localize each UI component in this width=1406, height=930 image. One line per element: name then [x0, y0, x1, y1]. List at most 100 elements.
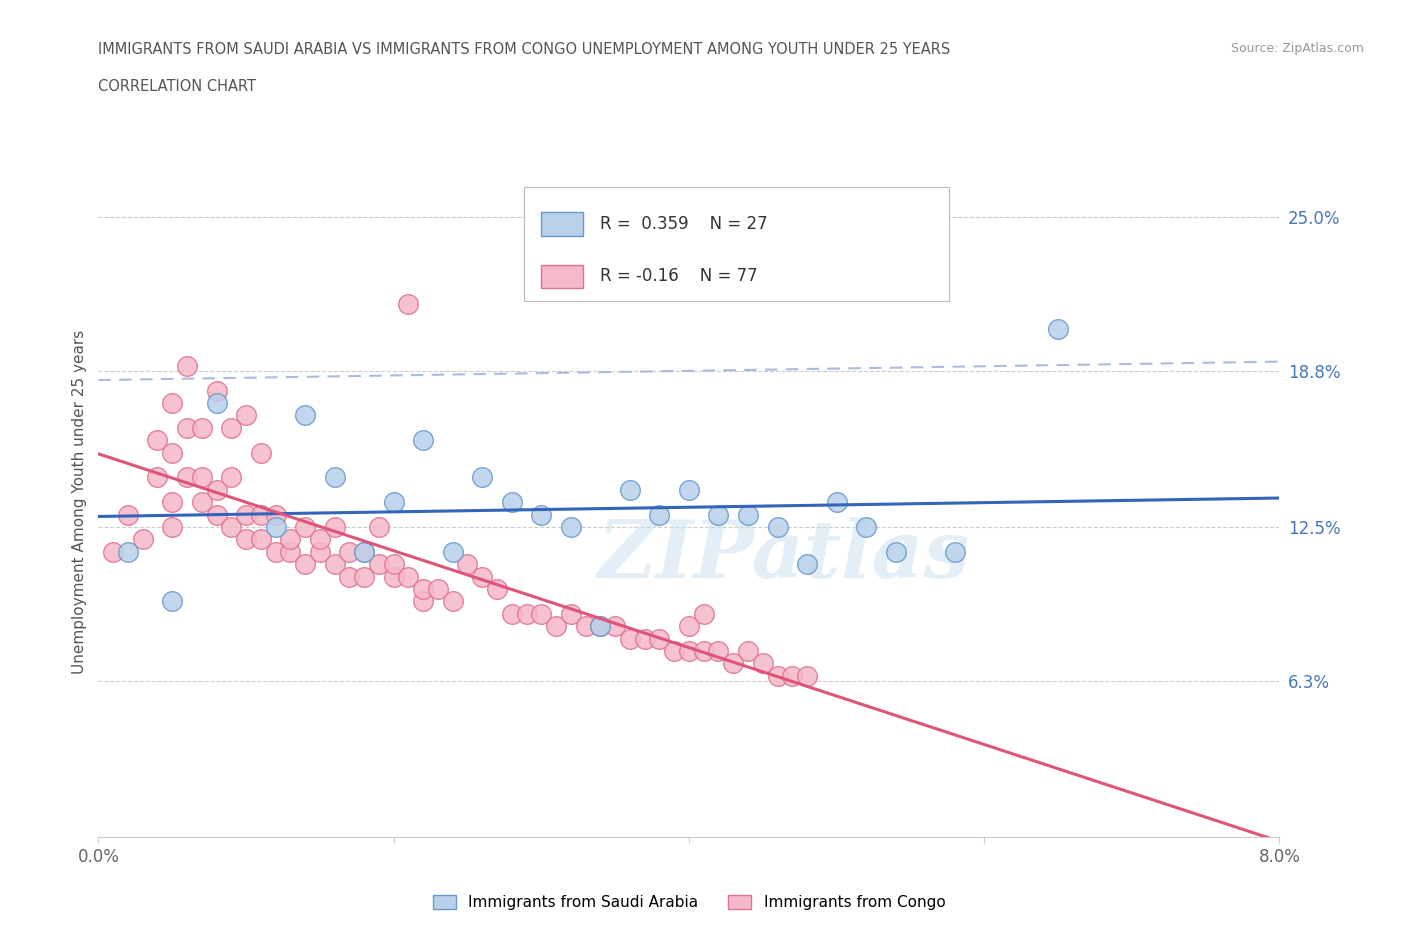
- Point: [441, 544, 464, 559]
- Point: [693, 644, 716, 658]
- Point: [530, 606, 553, 621]
- Point: [589, 618, 612, 633]
- Text: ZIPatlas: ZIPatlas: [598, 517, 970, 594]
- Point: [191, 420, 214, 435]
- Point: [191, 495, 214, 510]
- Y-axis label: Unemployment Among Youth under 25 years: Unemployment Among Youth under 25 years: [72, 330, 87, 674]
- Point: [323, 557, 346, 572]
- Point: [796, 669, 818, 684]
- Point: [294, 408, 316, 423]
- Point: [678, 483, 700, 498]
- Point: [117, 544, 139, 559]
- Point: [308, 544, 332, 559]
- Point: [353, 569, 375, 584]
- Point: [337, 569, 360, 584]
- Point: [132, 532, 155, 547]
- Point: [219, 420, 242, 435]
- Point: [766, 669, 789, 684]
- Point: [367, 520, 389, 535]
- Point: [191, 470, 214, 485]
- Point: [707, 644, 730, 658]
- Point: [648, 507, 671, 522]
- Point: [323, 470, 346, 485]
- Legend: Immigrants from Saudi Arabia, Immigrants from Congo: Immigrants from Saudi Arabia, Immigrants…: [426, 889, 952, 916]
- Point: [796, 557, 818, 572]
- Point: [103, 544, 124, 559]
- Point: [501, 495, 523, 510]
- Point: [162, 495, 183, 510]
- Point: [412, 581, 434, 596]
- Point: [146, 432, 169, 447]
- Point: [678, 618, 700, 633]
- Point: [235, 507, 257, 522]
- Point: [162, 395, 183, 410]
- Point: [205, 507, 228, 522]
- Text: R = -0.16    N = 77: R = -0.16 N = 77: [600, 267, 758, 286]
- Point: [943, 544, 966, 559]
- Point: [219, 470, 242, 485]
- Point: [619, 631, 641, 646]
- Point: [264, 507, 287, 522]
- Point: [219, 520, 242, 535]
- Point: [664, 644, 686, 658]
- Point: [146, 470, 169, 485]
- Text: IMMIGRANTS FROM SAUDI ARABIA VS IMMIGRANTS FROM CONGO UNEMPLOYMENT AMONG YOUTH U: IMMIGRANTS FROM SAUDI ARABIA VS IMMIGRAN…: [98, 42, 950, 57]
- Point: [574, 618, 596, 633]
- Text: CORRELATION CHART: CORRELATION CHART: [98, 79, 256, 94]
- Point: [825, 495, 848, 510]
- Point: [294, 557, 316, 572]
- Text: R =  0.359    N = 27: R = 0.359 N = 27: [600, 215, 768, 232]
- Point: [721, 656, 744, 671]
- Point: [693, 606, 716, 621]
- Point: [323, 520, 346, 535]
- Point: [648, 631, 671, 646]
- Point: [530, 507, 553, 522]
- Point: [278, 544, 301, 559]
- Point: [471, 470, 494, 485]
- Point: [751, 656, 773, 671]
- Point: [264, 520, 287, 535]
- Point: [278, 532, 301, 547]
- Point: [766, 520, 789, 535]
- Point: [250, 507, 273, 522]
- Point: [205, 383, 228, 398]
- Point: [412, 594, 434, 609]
- Point: [560, 606, 582, 621]
- Point: [162, 445, 183, 460]
- Point: [396, 569, 419, 584]
- Point: [560, 520, 582, 535]
- Point: [250, 532, 273, 547]
- Point: [589, 618, 612, 633]
- Point: [515, 606, 537, 621]
- Point: [782, 669, 804, 684]
- Point: [485, 581, 508, 596]
- Point: [294, 520, 316, 535]
- Point: [337, 544, 360, 559]
- Point: [162, 520, 183, 535]
- Point: [396, 297, 419, 312]
- FancyBboxPatch shape: [541, 212, 582, 235]
- Point: [308, 532, 332, 547]
- Point: [441, 594, 464, 609]
- Point: [633, 631, 655, 646]
- Point: [544, 618, 567, 633]
- FancyBboxPatch shape: [541, 264, 582, 288]
- Point: [367, 557, 389, 572]
- Point: [235, 532, 257, 547]
- Point: [884, 544, 907, 559]
- Point: [412, 432, 434, 447]
- Point: [176, 358, 198, 373]
- Point: [162, 594, 183, 609]
- Point: [737, 644, 759, 658]
- Point: [176, 420, 198, 435]
- Point: [456, 557, 478, 572]
- Point: [353, 544, 375, 559]
- Point: [707, 507, 730, 522]
- Point: [855, 520, 877, 535]
- Point: [619, 483, 641, 498]
- Point: [205, 483, 228, 498]
- Point: [382, 495, 405, 510]
- FancyBboxPatch shape: [523, 188, 949, 301]
- Point: [382, 557, 405, 572]
- Point: [117, 507, 139, 522]
